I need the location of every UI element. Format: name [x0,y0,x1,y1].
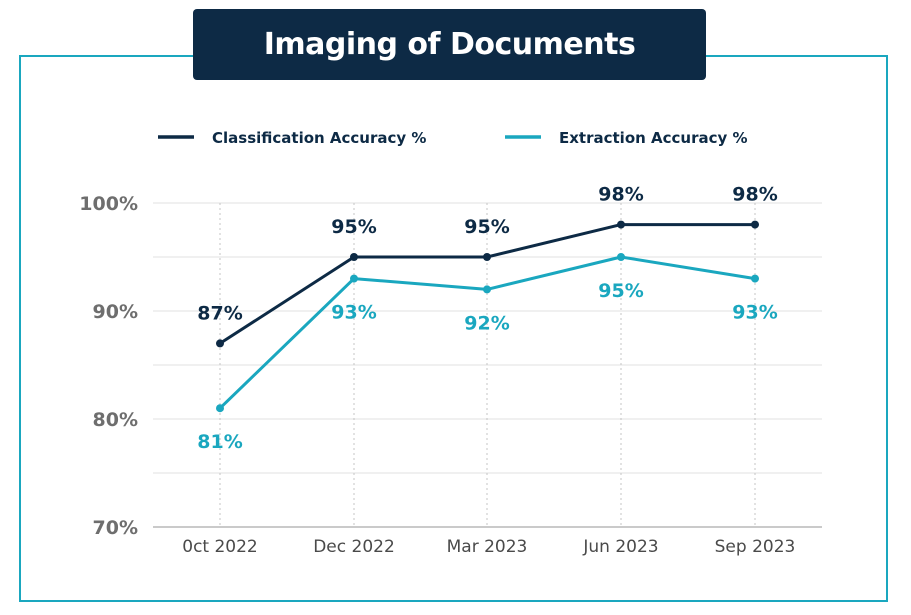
data-point [751,220,759,229]
data-point [617,253,625,261]
data-point [350,253,358,261]
x-tick-label: Jun 2023 [582,537,658,557]
data-point [617,220,625,229]
y-tick-label: 80% [93,409,138,431]
data-label: 98% [732,184,777,206]
data-label: 93% [331,302,376,324]
data-point [350,274,358,283]
legend-label: Classification Accuracy % [212,129,426,147]
data-label: 98% [598,184,643,206]
x-tick-label: 0ct 2022 [182,537,258,557]
legend-label: Extraction Accuracy % [559,129,748,147]
y-tick-label: 70% [93,517,138,539]
data-point [483,285,491,294]
data-label: 95% [331,216,376,238]
data-label: 81% [197,431,242,453]
data-point [751,274,759,283]
data-label: 92% [464,312,509,334]
y-tick-label: 100% [79,193,138,215]
y-tick-label: 90% [93,301,138,323]
data-label: 95% [598,280,643,302]
data-label: 93% [732,302,777,324]
data-point [216,339,224,348]
data-point [483,253,491,261]
chart-title: Imaging of Documents [193,9,706,80]
data-label: 87% [197,302,242,324]
data-label: 95% [464,216,509,238]
x-tick-label: Mar 2023 [447,537,528,557]
x-tick-label: Dec 2022 [313,537,395,557]
x-tick-label: Sep 2023 [715,537,796,557]
data-point [216,404,224,413]
